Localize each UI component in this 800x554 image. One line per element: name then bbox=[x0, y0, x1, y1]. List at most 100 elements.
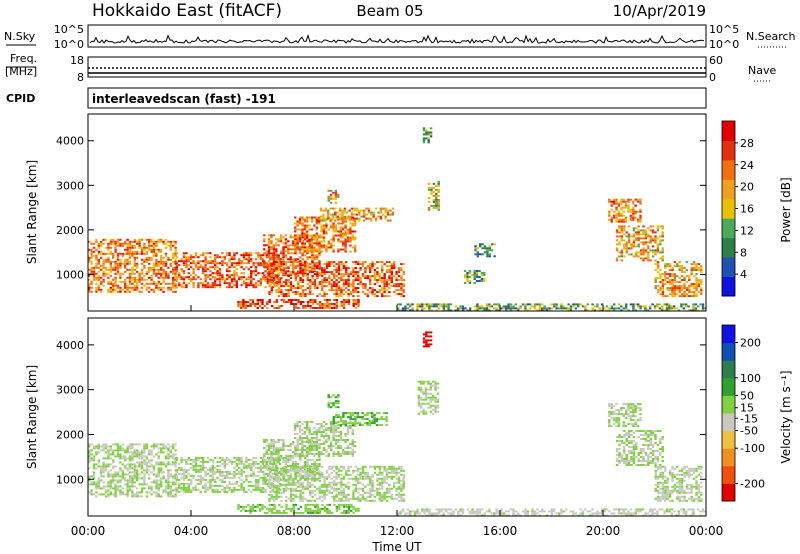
velocity-cell bbox=[238, 460, 241, 463]
power-cell bbox=[121, 288, 124, 291]
velocity-cell bbox=[264, 488, 267, 491]
power-cell bbox=[385, 269, 389, 272]
power-cell bbox=[102, 278, 105, 281]
power-cell bbox=[275, 307, 279, 309]
power-cell bbox=[656, 249, 660, 252]
power-cell bbox=[364, 275, 367, 278]
velocity-cell bbox=[282, 459, 285, 461]
velocity-cell bbox=[318, 459, 321, 461]
velocity-cell bbox=[303, 427, 306, 429]
power-cell bbox=[661, 307, 664, 310]
power-cell bbox=[315, 236, 318, 239]
power-cell bbox=[284, 262, 288, 265]
power-cell bbox=[309, 285, 312, 288]
summary-panel-frame bbox=[87, 24, 707, 48]
power-cell bbox=[346, 217, 349, 220]
velocity-cell bbox=[190, 462, 193, 465]
velocity-cell bbox=[109, 453, 112, 456]
velocity-cell bbox=[322, 435, 326, 437]
power-cell bbox=[128, 254, 132, 257]
velocity-cell bbox=[178, 486, 181, 489]
power-cell bbox=[131, 246, 134, 249]
velocity-cell bbox=[194, 468, 198, 471]
power-cell bbox=[661, 289, 665, 292]
power-cell bbox=[671, 281, 674, 284]
power-cell bbox=[301, 216, 304, 219]
power-cell bbox=[479, 245, 482, 248]
power-cell bbox=[306, 265, 309, 268]
velocity-cell bbox=[334, 453, 338, 455]
power-cell bbox=[107, 260, 110, 263]
power-cell bbox=[308, 256, 312, 259]
power-cell bbox=[131, 282, 134, 285]
velocity-cell bbox=[294, 423, 297, 425]
power-cell bbox=[651, 239, 655, 242]
power-cell bbox=[634, 309, 637, 312]
power-cell bbox=[299, 238, 302, 241]
velocity-cell bbox=[346, 439, 350, 441]
power-cell bbox=[344, 234, 347, 237]
power-cell bbox=[308, 234, 311, 237]
power-cell bbox=[116, 254, 120, 257]
power-cell bbox=[299, 271, 302, 274]
velocity-cell bbox=[240, 468, 243, 471]
beam-label: Beam 05 bbox=[356, 2, 423, 20]
power-cell bbox=[359, 263, 362, 266]
power-cell bbox=[97, 274, 100, 277]
velocity-cell bbox=[230, 472, 234, 475]
velocity-cell bbox=[180, 468, 183, 471]
power-cell bbox=[335, 281, 338, 284]
power-cell bbox=[332, 222, 335, 225]
velocity-cell bbox=[128, 457, 132, 460]
velocity-cell bbox=[97, 483, 100, 486]
power-cell bbox=[608, 212, 611, 215]
power-cell bbox=[214, 276, 217, 279]
power-cell bbox=[400, 293, 403, 296]
velocity-cell bbox=[206, 472, 210, 475]
velocity-cell bbox=[375, 420, 379, 423]
velocity-cell bbox=[327, 447, 330, 449]
power-cell bbox=[97, 278, 100, 281]
velocity-cell bbox=[150, 449, 153, 452]
power-cell bbox=[126, 276, 129, 279]
power-cell bbox=[273, 279, 276, 282]
power-cell bbox=[339, 222, 342, 225]
velocity-cell bbox=[257, 474, 260, 477]
velocity-cell bbox=[259, 470, 262, 473]
velocity-cell bbox=[218, 472, 222, 475]
power-cell bbox=[343, 207, 347, 210]
velocity-cell bbox=[296, 441, 300, 443]
power-cell bbox=[659, 241, 662, 244]
velocity-cell bbox=[112, 453, 115, 456]
power-cell bbox=[202, 286, 205, 289]
power-cell bbox=[289, 264, 292, 267]
velocity-cell bbox=[92, 477, 96, 480]
power-cell bbox=[280, 283, 283, 286]
power-cell bbox=[303, 228, 306, 231]
velocity-cell bbox=[296, 455, 300, 457]
velocity-cell bbox=[155, 481, 158, 484]
power-cell bbox=[332, 244, 335, 247]
power-cell bbox=[287, 291, 290, 294]
power-cell bbox=[668, 287, 672, 290]
power-cell bbox=[376, 275, 379, 278]
velocity-cell bbox=[242, 470, 246, 473]
power-cell bbox=[226, 254, 229, 257]
power-cell bbox=[342, 232, 345, 235]
power-cell bbox=[378, 289, 381, 292]
power-cell bbox=[322, 228, 326, 231]
velocity-cell bbox=[301, 453, 304, 455]
power-cell bbox=[311, 303, 315, 305]
power-cell bbox=[272, 270, 276, 273]
power-cell bbox=[325, 230, 328, 233]
power-cell bbox=[266, 280, 270, 283]
power-cell bbox=[259, 254, 262, 257]
velocity-cell bbox=[301, 441, 304, 443]
power-cell bbox=[381, 289, 384, 292]
power-cell bbox=[486, 255, 489, 258]
velocity-cell bbox=[385, 416, 388, 419]
power-cell bbox=[642, 237, 645, 240]
velocity-cell bbox=[182, 458, 186, 461]
power-cell bbox=[344, 230, 347, 233]
power-cell bbox=[692, 285, 696, 288]
